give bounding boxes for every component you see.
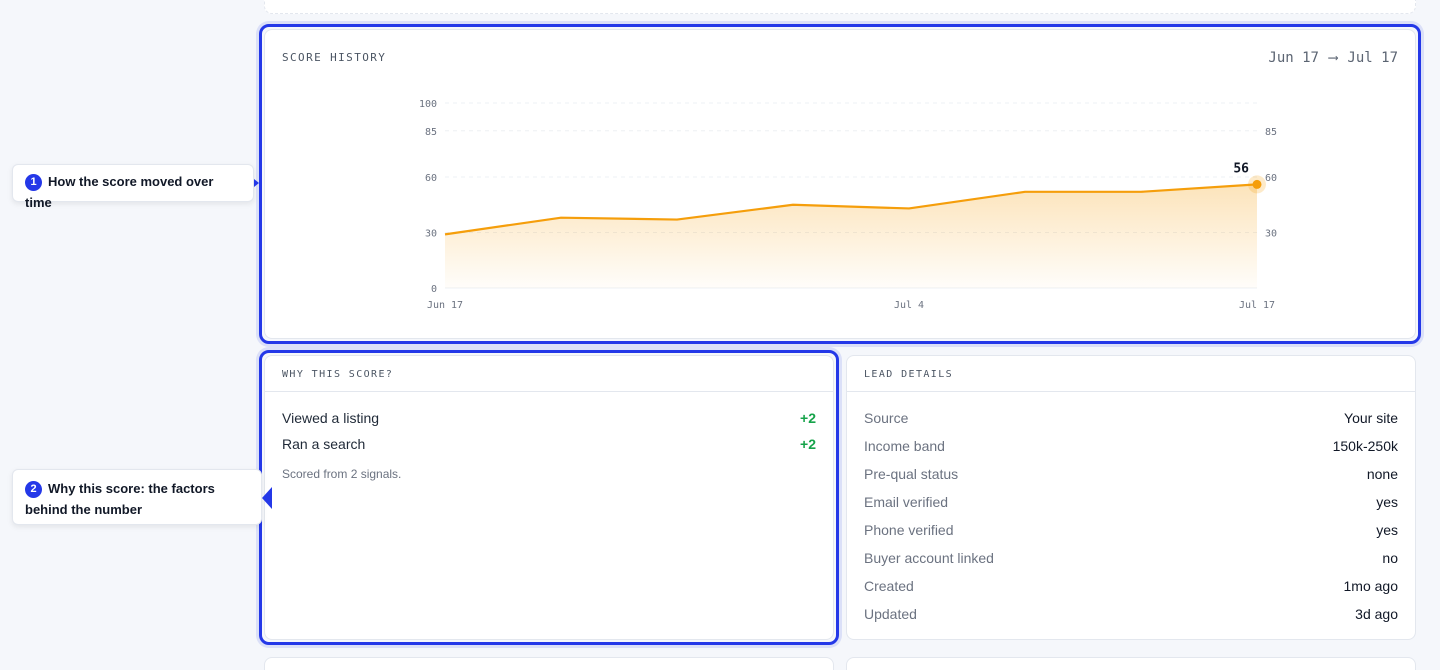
why-score-title: WHY THIS SCORE? <box>282 369 394 380</box>
score-chart: 100 85 60 30 0 85 60 30 Jun 17 Jul 4 Jul 17 56 <box>419 99 1277 311</box>
detail-row: Email verified yes <box>864 494 1398 510</box>
detail-value: 150k-250k <box>1332 438 1398 454</box>
y-tick-label-right: 30 <box>1265 229 1277 240</box>
callout-number: 2 <box>25 481 42 499</box>
detail-row: Buyer account linked no <box>864 550 1398 566</box>
card-divider <box>847 391 1415 392</box>
detail-value: Your site <box>1344 410 1398 426</box>
callout-number: 1 <box>25 174 42 192</box>
score-area <box>445 184 1257 288</box>
last-value-label: 56 <box>1233 161 1249 176</box>
previous-card <box>264 0 1416 14</box>
detail-label: Phone verified <box>864 522 954 538</box>
factor-label: Viewed a listing <box>282 410 380 426</box>
range-end: Jul 17 <box>1347 50 1398 66</box>
detail-value: yes <box>1376 522 1398 538</box>
lead-details-card: LEAD DETAILS Source Your site Income band 1… <box>846 355 1416 640</box>
detail-row: Created 1mo ago <box>864 578 1398 594</box>
factor-value: +2 <box>800 410 816 426</box>
callout-why-score: 2 Why this score: the factors behind the … <box>12 469 262 525</box>
next-card-left <box>264 657 834 670</box>
factor-value: +2 <box>800 436 816 452</box>
arrow-right-icon: ⟶ <box>1328 50 1338 66</box>
signals-note: Scored from 2 signals. <box>282 467 402 481</box>
lead-details-title: LEAD DETAILS <box>864 369 954 380</box>
detail-label: Email verified <box>864 494 949 510</box>
factor-row: Ran a search +2 <box>282 436 816 452</box>
next-card-right <box>846 657 1416 670</box>
detail-row: Updated 3d ago <box>864 606 1398 622</box>
x-tick-label: Jun 17 <box>427 300 463 311</box>
y-tick-label-right: 60 <box>1265 173 1277 184</box>
last-point <box>1252 179 1262 189</box>
score-history-title: SCORE HISTORY <box>282 51 387 64</box>
detail-value: yes <box>1376 494 1398 510</box>
detail-value: 3d ago <box>1355 606 1398 622</box>
y-tick-label: 60 <box>425 173 437 184</box>
callout-pointer <box>254 179 259 187</box>
y-tick-label-right: 85 <box>1265 127 1277 138</box>
score-history-card: SCORE HISTORY Jun 17 ⟶ Jul 17 100 85 60 30 0… <box>264 29 1416 339</box>
x-tick-label: Jul 17 <box>1239 300 1275 311</box>
detail-label: Buyer account linked <box>864 550 994 566</box>
range-start: Jun 17 <box>1268 50 1319 66</box>
y-tick-label: 85 <box>425 127 437 138</box>
y-tick-label: 0 <box>431 284 437 295</box>
callout-text: Why this score: the factors behind the n… <box>25 481 215 517</box>
why-score-card: WHY THIS SCORE? Viewed a listing +2 Ran … <box>264 355 834 640</box>
detail-label: Pre-qual status <box>864 466 959 482</box>
detail-value: 1mo ago <box>1343 578 1398 594</box>
x-tick-label: Jul 4 <box>894 300 924 311</box>
detail-label: Income band <box>864 438 945 454</box>
y-tick-label: 30 <box>425 229 437 240</box>
card-divider <box>265 391 833 392</box>
factor-row: Viewed a listing +2 <box>282 410 816 426</box>
score-line <box>444 183 1258 236</box>
detail-label: Created <box>864 578 914 594</box>
factor-label: Ran a search <box>282 436 366 452</box>
detail-row: Income band 150k-250k <box>864 438 1398 454</box>
y-tick-label: 100 <box>419 99 437 110</box>
detail-value: no <box>1382 550 1398 566</box>
detail-label: Updated <box>864 606 917 622</box>
callout-pointer <box>262 487 272 509</box>
detail-value: none <box>1366 466 1398 482</box>
detail-row: Source Your site <box>864 410 1398 426</box>
detail-label: Source <box>864 410 909 426</box>
callout-text: How the score moved over time <box>25 174 214 210</box>
date-range: Jun 17 ⟶ Jul 17 <box>1268 50 1398 66</box>
detail-row: Pre-qual status none <box>864 466 1398 482</box>
detail-row: Phone verified yes <box>864 522 1398 538</box>
callout-score-history: 1 How the score moved over time <box>12 164 254 210</box>
